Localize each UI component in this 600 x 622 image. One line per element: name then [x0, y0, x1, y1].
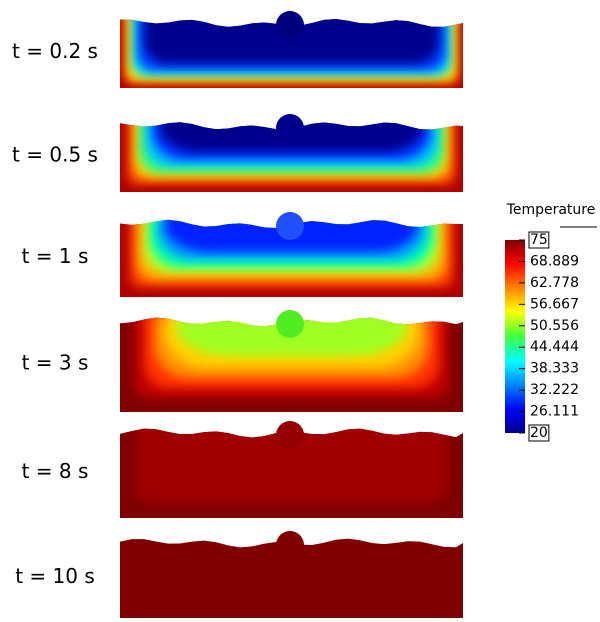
droplet: [276, 421, 304, 449]
tick-label: 62.778: [530, 275, 579, 291]
droplet: [276, 11, 304, 39]
time-label: t = 0.5 s: [12, 143, 98, 167]
tick-label: 50.556: [530, 318, 579, 334]
time-label: t = 10 s: [15, 564, 95, 588]
tick-label: 26.111: [530, 404, 579, 420]
droplet: [276, 114, 304, 142]
tick-box: [528, 424, 550, 442]
colorbar-ticks: 75 68.889 62.778 56.667 50.556 44.444 38.333 32…: [519, 231, 579, 442]
droplet: [276, 310, 304, 338]
snapshot: [120, 122, 463, 192]
time-label: t = 3 s: [22, 351, 89, 375]
tick-label: 32.222: [530, 382, 579, 398]
tick-box: [528, 231, 550, 249]
colorbar-title: Temperature: [506, 202, 596, 218]
time-label: t = 0.2 s: [12, 39, 98, 63]
tick-label: 38.333: [530, 361, 579, 377]
droplet: [276, 212, 304, 240]
tick-label: 20: [530, 425, 548, 441]
tick-label: 56.667: [530, 296, 579, 312]
droplet: [276, 531, 304, 559]
time-label: t = 8 s: [22, 459, 89, 483]
time-label: t = 1 s: [22, 244, 89, 268]
tick-label: 75: [530, 232, 548, 248]
colorbar: [505, 240, 525, 433]
tick-label: 68.889: [530, 253, 579, 269]
panels: t = 0.2 s t = 0.5 s t = 1 s t = 3 s t = 8 s t…: [12, 11, 463, 618]
tick-label: 44.444: [530, 339, 579, 355]
